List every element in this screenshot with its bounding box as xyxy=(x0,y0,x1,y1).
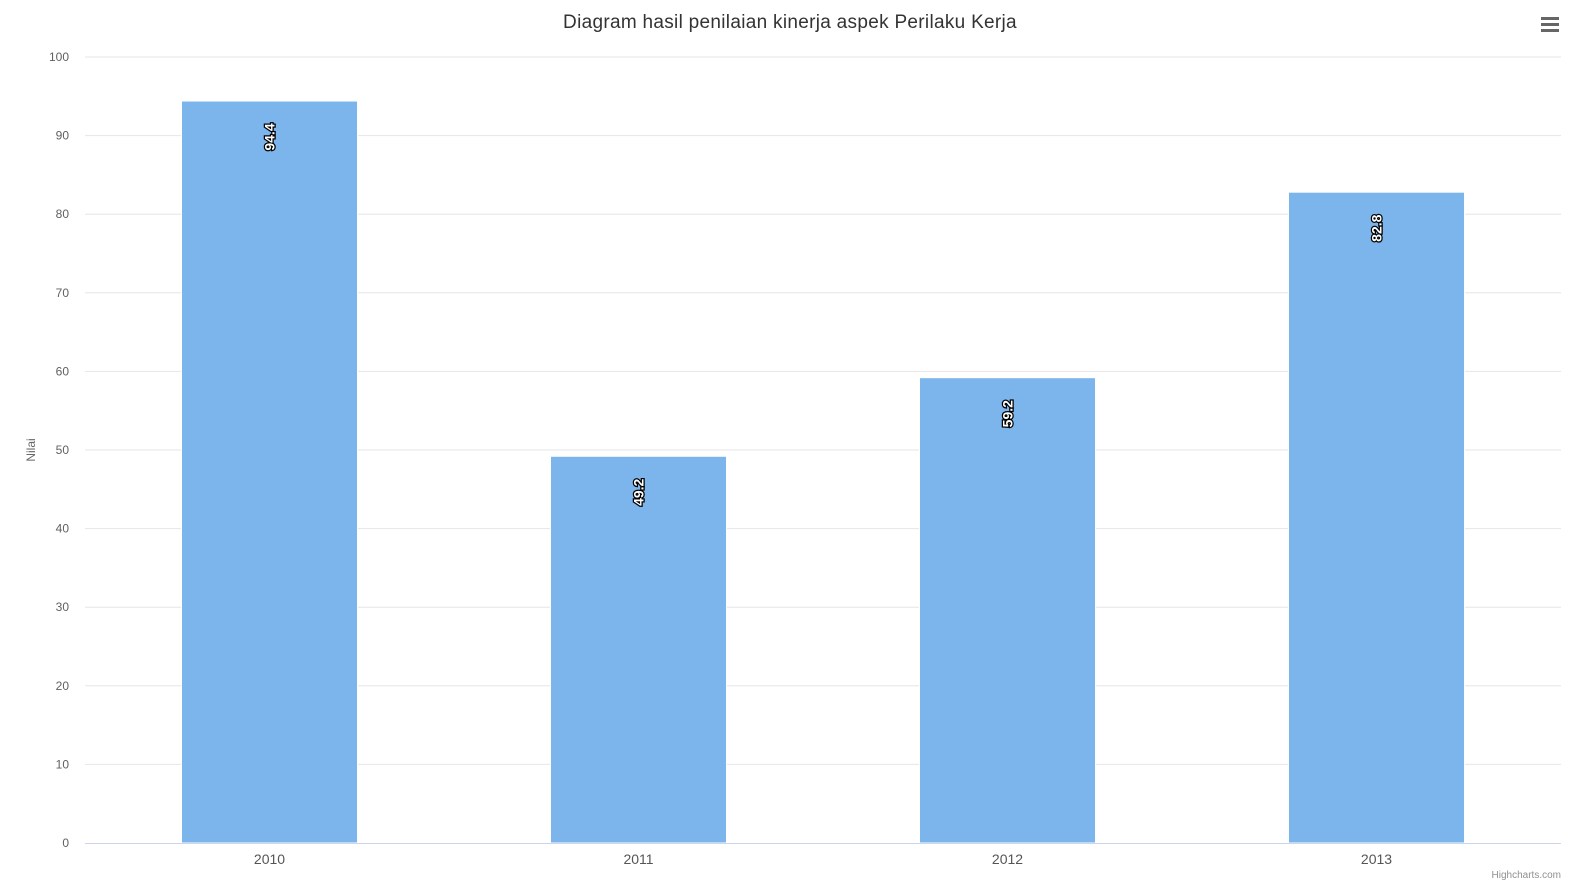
y-axis-ticks: 0 10 20 30 40 50 60 70 80 90 100 xyxy=(49,50,69,850)
x-tick-label: 2013 xyxy=(1361,851,1392,867)
y-tick-label: 90 xyxy=(56,129,70,143)
data-label: 82.8 xyxy=(1369,214,1385,241)
y-tick-label: 40 xyxy=(56,522,70,536)
bars xyxy=(180,100,1466,844)
bar-2011[interactable] xyxy=(549,455,728,844)
y-tick-label: 100 xyxy=(49,50,69,64)
y-tick-label: 0 xyxy=(62,836,69,850)
y-tick-label: 60 xyxy=(56,364,70,378)
data-label: 94.4 xyxy=(262,123,278,150)
bar-2012[interactable] xyxy=(918,377,1097,844)
y-tick-label: 70 xyxy=(56,286,70,300)
y-tick-label: 30 xyxy=(56,600,70,614)
bar-2010[interactable] xyxy=(180,100,359,844)
y-tick-label: 20 xyxy=(56,679,70,693)
credits-link[interactable]: Highcharts.com xyxy=(1492,870,1561,881)
y-tick-label: 50 xyxy=(56,443,70,457)
y-tick-label: 80 xyxy=(56,207,70,221)
hamburger-menu-icon xyxy=(1541,17,1559,32)
x-axis-ticks: 2010 2011 2012 2013 xyxy=(254,851,1392,867)
chart-title: Diagram hasil penilaian kinerja aspek Pe… xyxy=(563,12,1017,33)
context-menu-button[interactable] xyxy=(1536,10,1564,38)
x-tick-label: 2011 xyxy=(623,851,653,867)
data-labels: 94.4 49.2 59.2 82.8 xyxy=(260,122,1386,507)
y-axis-title: Nilai xyxy=(24,438,38,461)
x-tick-label: 2010 xyxy=(254,851,285,867)
y-tick-label: 10 xyxy=(56,757,70,771)
x-tick-label: 2012 xyxy=(992,851,1023,867)
bar-2013[interactable] xyxy=(1287,191,1466,844)
data-label: 49.2 xyxy=(631,478,647,505)
data-label: 59.2 xyxy=(1000,400,1016,427)
